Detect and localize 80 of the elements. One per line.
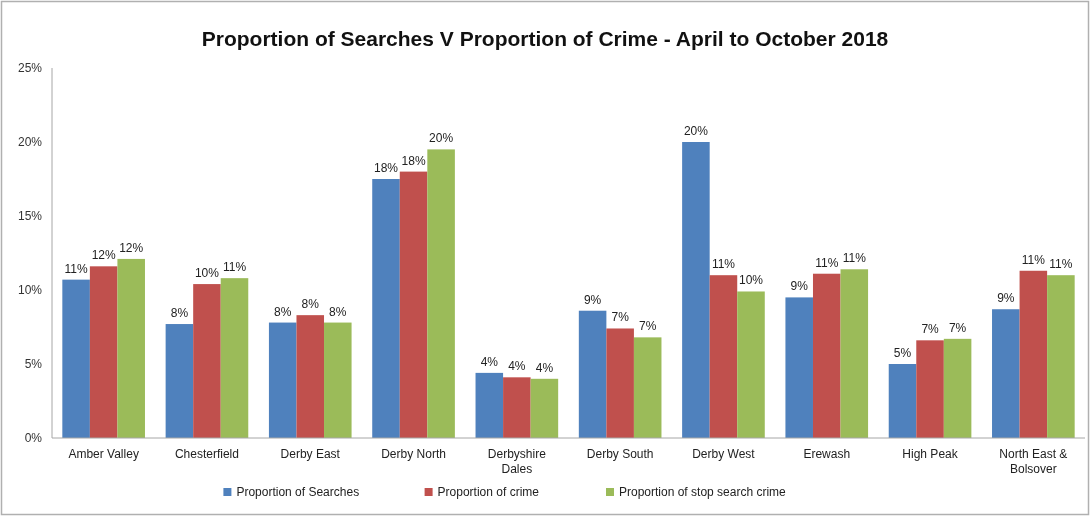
y-tick-label: 5% bbox=[24, 357, 43, 372]
bar bbox=[268, 322, 297, 438]
x-tick-label: Derby East bbox=[280, 447, 341, 461]
x-tick-label: Chesterfield bbox=[174, 447, 239, 461]
bar bbox=[606, 328, 634, 438]
data-label: 9% bbox=[997, 291, 1015, 306]
bar bbox=[1047, 275, 1075, 438]
data-label: 11% bbox=[711, 257, 736, 272]
x-tick-label: Derbyshire Dales bbox=[487, 447, 547, 476]
data-label: 4% bbox=[508, 359, 526, 374]
bar bbox=[785, 297, 813, 438]
data-label: 18% bbox=[373, 161, 399, 175]
bar bbox=[503, 377, 531, 438]
data-label: 20% bbox=[683, 124, 709, 138]
data-label: 9% bbox=[583, 292, 602, 307]
data-label: 11% bbox=[842, 251, 867, 266]
bar bbox=[530, 378, 559, 438]
data-label: 12% bbox=[119, 240, 144, 255]
bar bbox=[117, 258, 145, 438]
data-label: 8% bbox=[170, 306, 189, 321]
data-label: 11% bbox=[815, 255, 839, 270]
bar bbox=[916, 340, 944, 438]
bar bbox=[888, 364, 917, 438]
data-label: 12% bbox=[91, 248, 116, 263]
x-tick-label: Derby West bbox=[692, 447, 756, 461]
bar bbox=[372, 179, 400, 438]
data-label: 8% bbox=[329, 304, 347, 319]
bar bbox=[943, 338, 972, 438]
data-label: 4% bbox=[535, 360, 554, 375]
bar bbox=[709, 275, 738, 438]
y-tick-label: 10% bbox=[17, 283, 43, 298]
y-tick-label: 0% bbox=[24, 431, 43, 446]
bar bbox=[475, 372, 504, 438]
data-label: 8% bbox=[274, 304, 292, 319]
y-tick-label: 15% bbox=[17, 209, 43, 224]
data-label: 5% bbox=[893, 346, 912, 360]
data-label: 4% bbox=[480, 354, 499, 369]
bar bbox=[89, 266, 118, 438]
bar bbox=[737, 291, 765, 438]
data-label: 11% bbox=[64, 261, 88, 276]
bar bbox=[62, 279, 90, 438]
bar bbox=[399, 171, 428, 438]
data-label: 11% bbox=[222, 260, 247, 275]
data-label: 11% bbox=[1021, 252, 1046, 267]
bar bbox=[992, 309, 1020, 438]
x-tick-label: Derby North bbox=[381, 447, 446, 461]
chart-title: Proportion of Searches V Proportion of Crime - April to October 2018 bbox=[201, 27, 889, 50]
bar bbox=[427, 149, 455, 438]
legend-label: Proportion of crime bbox=[437, 485, 540, 499]
x-tick-label: Derby South bbox=[586, 447, 654, 461]
bar bbox=[165, 324, 194, 438]
x-tick-label: Amber Valley bbox=[68, 447, 139, 461]
bar bbox=[296, 315, 325, 438]
data-label: 10% bbox=[194, 266, 220, 281]
x-tick-label: High Peak bbox=[902, 447, 959, 461]
data-label: 10% bbox=[738, 273, 764, 288]
bar bbox=[840, 269, 869, 438]
legend-label: Proportion of Searches bbox=[236, 485, 360, 499]
data-label: 9% bbox=[790, 279, 809, 294]
y-tick-label: 20% bbox=[17, 135, 43, 150]
data-label: 18% bbox=[401, 153, 426, 168]
data-label: 20% bbox=[429, 131, 454, 146]
data-label: 8% bbox=[301, 297, 320, 312]
bar bbox=[682, 142, 710, 438]
bar bbox=[220, 278, 249, 438]
x-tick-label: Erewash bbox=[803, 447, 851, 461]
data-label: 11% bbox=[1049, 257, 1073, 272]
data-label: 7% bbox=[921, 322, 940, 337]
x-tick-label: North East & Bolsover bbox=[999, 447, 1068, 476]
data-label: 7% bbox=[948, 320, 967, 335]
data-label: 7% bbox=[611, 310, 630, 325]
bar bbox=[1019, 270, 1048, 438]
bar bbox=[812, 273, 841, 438]
data-label: 7% bbox=[639, 319, 657, 334]
legend-label: Proportion of stop search crime bbox=[619, 485, 787, 499]
bar bbox=[633, 337, 662, 438]
y-tick-label: 25% bbox=[17, 61, 43, 76]
bar bbox=[578, 310, 607, 438]
bar bbox=[193, 284, 221, 438]
bar bbox=[324, 322, 352, 438]
